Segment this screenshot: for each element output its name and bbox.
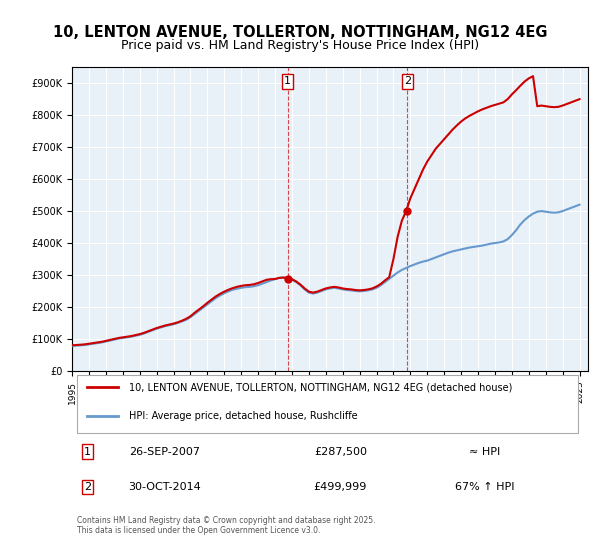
- Text: 30-OCT-2014: 30-OCT-2014: [128, 482, 201, 492]
- Text: 2: 2: [404, 76, 411, 86]
- Text: 1: 1: [284, 76, 291, 86]
- FancyBboxPatch shape: [77, 375, 578, 433]
- Text: 1: 1: [84, 447, 91, 456]
- Text: 2: 2: [84, 482, 91, 492]
- Text: HPI: Average price, detached house, Rushcliffe: HPI: Average price, detached house, Rush…: [129, 412, 358, 422]
- Text: ≈ HPI: ≈ HPI: [469, 447, 500, 456]
- Text: 67% ↑ HPI: 67% ↑ HPI: [455, 482, 515, 492]
- Text: £499,999: £499,999: [314, 482, 367, 492]
- Text: 10, LENTON AVENUE, TOLLERTON, NOTTINGHAM, NG12 4EG (detached house): 10, LENTON AVENUE, TOLLERTON, NOTTINGHAM…: [129, 382, 512, 392]
- Text: Contains HM Land Registry data © Crown copyright and database right 2025.
This d: Contains HM Land Registry data © Crown c…: [77, 516, 376, 535]
- Text: £287,500: £287,500: [314, 447, 367, 456]
- Text: Price paid vs. HM Land Registry's House Price Index (HPI): Price paid vs. HM Land Registry's House …: [121, 39, 479, 52]
- Text: 10, LENTON AVENUE, TOLLERTON, NOTTINGHAM, NG12 4EG: 10, LENTON AVENUE, TOLLERTON, NOTTINGHAM…: [53, 25, 547, 40]
- Text: 26-SEP-2007: 26-SEP-2007: [130, 447, 200, 456]
